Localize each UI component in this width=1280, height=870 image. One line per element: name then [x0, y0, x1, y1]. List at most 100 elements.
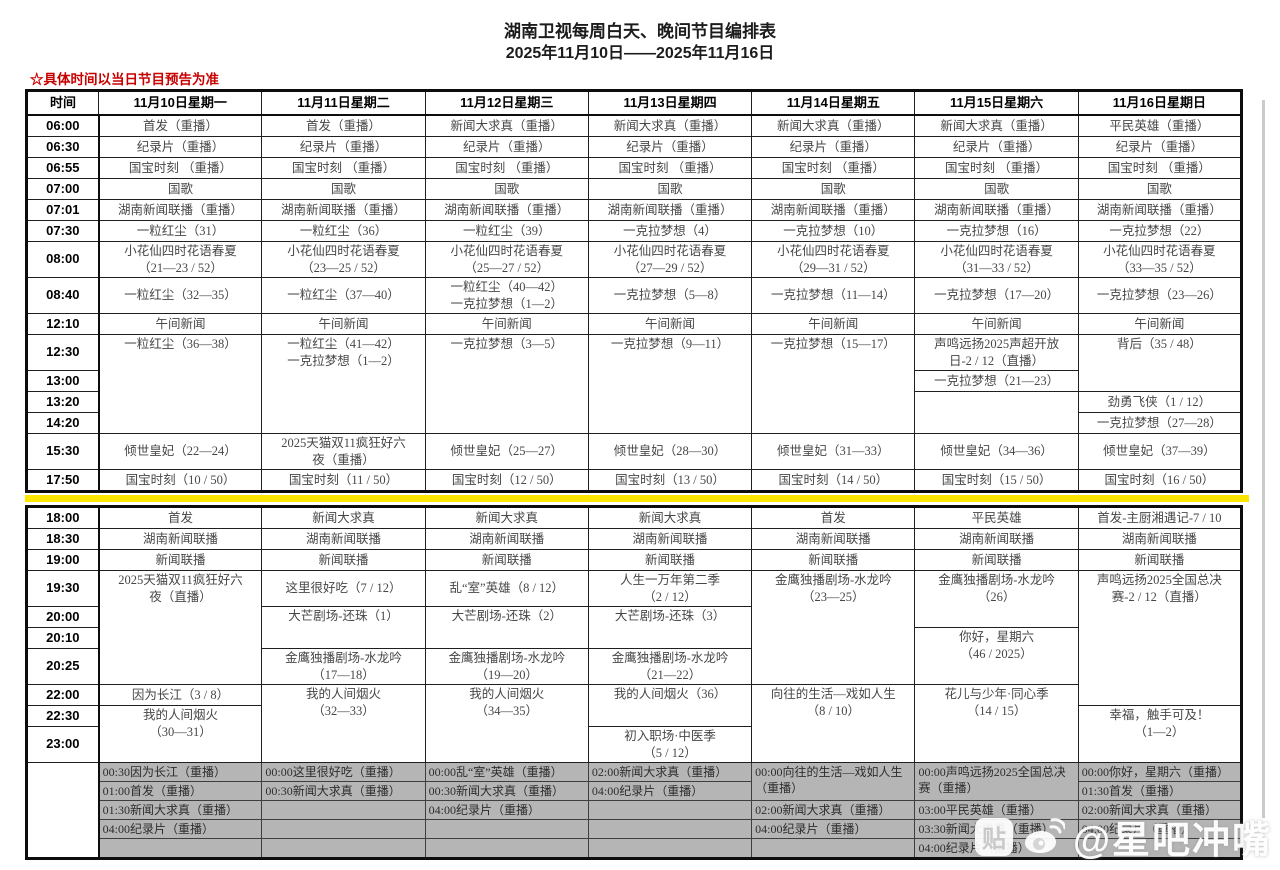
accuracy-note: ☆具体时间以当日节目预告为准 — [30, 72, 219, 87]
program-cell: 一克拉梦想（21—23） — [914, 370, 1079, 392]
program-cell: 湖南新闻联播（重播） — [587, 199, 753, 221]
time-cell: 17:50 — [25, 469, 100, 492]
overnight-cell: 03:00平民英雄（重播） — [914, 800, 1079, 820]
program-cell: 一克拉梦想（22） — [1077, 220, 1243, 242]
program-cell: 午间新闻 — [261, 313, 426, 335]
program-cell: 国宝时刻 （重播） — [751, 157, 916, 179]
time-cell: 14:20 — [25, 412, 100, 434]
program-cell: 湖南新闻联播 — [751, 528, 916, 550]
program-cell: 国宝时刻（12 / 50） — [424, 469, 589, 492]
program-cell: 国歌 — [914, 178, 1079, 200]
program-cell: 一克拉梦想（9—11） — [587, 334, 753, 434]
overnight-cell: 04:00纪录片（重播） — [424, 800, 589, 820]
time-cell: 22:00 — [25, 684, 100, 706]
program-cell: 背后（35 / 48） — [1077, 334, 1243, 392]
program-cell: 一克拉梦想（27—28） — [1077, 412, 1243, 434]
program-cell: 新闻联播 — [98, 549, 263, 571]
program-cell: 一克拉梦想（11—14） — [751, 277, 916, 314]
program-cell: 湖南新闻联播（重播） — [98, 199, 263, 221]
program-cell: 一克拉梦想（17—20） — [914, 277, 1079, 314]
program-cell: 午间新闻 — [587, 313, 753, 335]
program-cell: 新闻大求真（重播） — [424, 114, 589, 137]
program-cell: 湖南新闻联播 — [424, 528, 589, 550]
program-cell: 首发（重播） — [261, 114, 426, 137]
program-cell: 湖南新闻联播 — [98, 528, 263, 550]
date-range: 2025年11月10日——2025年11月16日 — [505, 45, 775, 62]
tieba-icon: 贴 — [974, 817, 1013, 856]
time-cell: 20:00 — [25, 606, 100, 628]
program-cell: 金鹰独播剧场-水龙吟 （19—20） — [424, 648, 589, 685]
overnight-cell — [751, 838, 916, 859]
program-cell: 一克拉梦想（4） — [587, 220, 753, 242]
program-cell: 一粒红尘（37—40） — [261, 277, 426, 314]
time-cell: 07:30 — [25, 220, 100, 242]
program-cell: 初入职场·中医季 （5 / 12） — [587, 726, 753, 763]
time-cell: 13:00 — [25, 370, 100, 392]
program-cell: 午间新闻 — [1077, 313, 1243, 335]
time-cell: 20:25 — [25, 648, 100, 685]
program-cell: 一克拉梦想（15—17） — [751, 334, 916, 434]
program-cell: 金鹰独播剧场-水龙吟 （23—25） — [751, 570, 916, 685]
program-cell: 我的人间烟火（36） — [587, 684, 753, 727]
program-cell: 一克拉梦想（5—8） — [587, 277, 753, 314]
evening-schedule-table: 18:00 首发 新闻大求真 新闻大求真 新闻大求真 首发 平民英雄 首发-主厨湘遇记-7 /… — [25, 505, 1243, 860]
program-cell: 国歌 — [587, 178, 753, 200]
program-cell: 大芒剧场-还珠（3） — [587, 606, 753, 649]
program-cell: 小花仙四时花语春夏 （33—35 / 52） — [1077, 241, 1243, 278]
overnight-cell — [587, 838, 753, 859]
day-header-cell: 11月11日星期二 — [261, 90, 426, 116]
overnight-cell: 01:00首发（重播） — [98, 781, 263, 801]
time-cell: 18:30 — [25, 528, 100, 550]
program-cell: 金鹰独播剧场-水龙吟 （26） — [914, 570, 1079, 628]
overnight-cell: 04:00纪录片（重播） — [98, 819, 263, 839]
overnight-cell: 00:00声鸣远扬2025全国总决赛（重播） — [914, 762, 1079, 801]
program-cell: 声鸣远扬2025声超开放 日-2 / 12（直播） — [914, 334, 1079, 371]
time-cell: 06:30 — [25, 136, 100, 158]
program-cell: 花儿与少年·同心季 （14 / 15） — [914, 684, 1079, 763]
time-cell: 08:40 — [25, 277, 100, 314]
time-cell: 23:00 — [25, 726, 100, 763]
program-cell: 我的人间烟火 （34—35） — [424, 684, 589, 763]
time-cell: 19:00 — [25, 549, 100, 571]
time-cell: 12:30 — [25, 334, 100, 371]
program-cell: 小花仙四时花语春夏 （27—29 / 52） — [587, 241, 753, 278]
time-cell: 12:10 — [25, 313, 100, 335]
overnight-cell — [98, 838, 263, 859]
program-cell: 一克拉梦想（10） — [751, 220, 916, 242]
program-cell: 新闻联播 — [261, 549, 426, 571]
program-cell: 倾世皇妃（25—27） — [424, 433, 589, 470]
time-cell: 08:00 — [25, 241, 100, 278]
program-cell: 首发 — [751, 506, 916, 529]
program-cell: 午间新闻 — [424, 313, 589, 335]
program-cell: 一粒红尘（41—42） 一克拉梦想（1—2） — [261, 334, 426, 434]
program-cell: 新闻大求真（重播） — [751, 114, 916, 137]
program-cell: 国歌 — [261, 178, 426, 200]
program-cell: 湖南新闻联播（重播） — [751, 199, 916, 221]
program-cell: 倾世皇妃（34—36） — [914, 433, 1079, 470]
overnight-cell: 02:00新闻大求真（重播） — [751, 800, 916, 820]
time-cell: 07:00 — [25, 178, 100, 200]
program-cell: 纪录片（重播） — [424, 136, 589, 158]
overnight-cell: 04:00纪录片（重播） — [751, 819, 916, 839]
program-cell: 国歌 — [424, 178, 589, 200]
time-cell: 22:30 — [25, 705, 100, 727]
time-cell: 13:20 — [25, 391, 100, 413]
overnight-cell: 00:30因为长江（重播） — [98, 762, 263, 782]
program-cell: 纪录片（重播） — [261, 136, 426, 158]
program-cell: 国歌 — [1077, 178, 1243, 200]
program-cell: 纪录片（重播） — [587, 136, 753, 158]
overnight-cell: 00:30新闻大求真（重播） — [261, 781, 426, 801]
program-cell: 湖南新闻联播（重播） — [261, 199, 426, 221]
program-cell: 乱“室”英雄（8 / 12） — [424, 570, 589, 607]
program-cell: 大芒剧场-还珠（2） — [424, 606, 589, 649]
program-cell: 午间新闻 — [914, 313, 1079, 335]
day-header-cell: 11月14日星期五 — [751, 90, 916, 116]
program-cell: 国歌 — [751, 178, 916, 200]
program-cell: 国宝时刻（13 / 50） — [587, 469, 753, 492]
program-cell: 一克拉梦想（16） — [914, 220, 1079, 242]
program-cell: 首发（重播） — [98, 114, 263, 137]
program-cell: 新闻联播 — [1077, 549, 1243, 571]
program-cell: 声鸣远扬2025全国总决 赛-2 / 12（直播） — [1077, 570, 1243, 706]
program-cell: 国宝时刻 （重播） — [424, 157, 589, 179]
